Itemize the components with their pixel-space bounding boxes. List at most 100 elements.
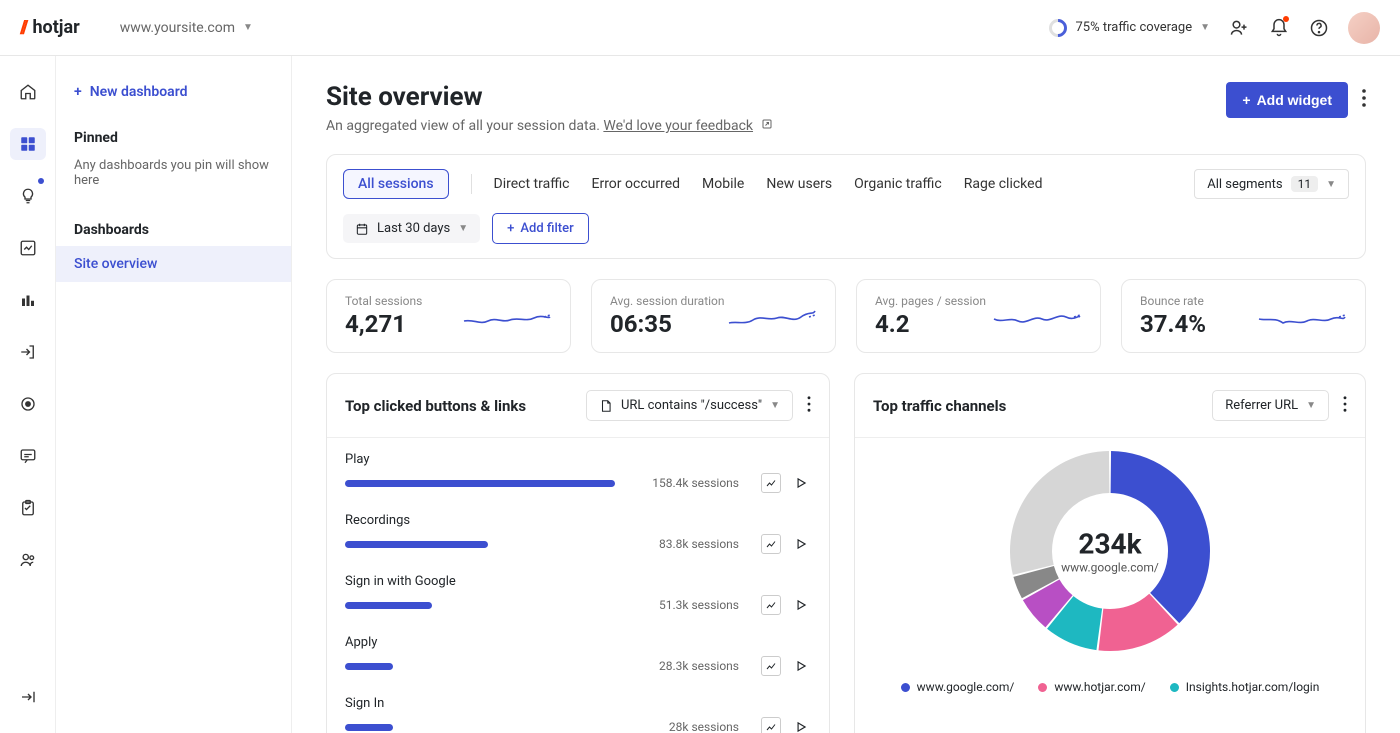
click-actions	[761, 473, 811, 493]
legend-label: Insights.hotjar.com/login	[1186, 680, 1320, 694]
add-widget-button[interactable]: + Add widget	[1226, 82, 1348, 118]
chevron-down-icon: ▼	[243, 22, 253, 33]
logo[interactable]: // hotjar	[20, 17, 80, 38]
help-icon	[1309, 18, 1329, 38]
nav-home[interactable]	[10, 76, 46, 108]
metric-value: 37.4%	[1140, 310, 1206, 338]
login-icon	[19, 343, 37, 361]
filter-controls-row: Last 30 days ▼ + Add filter	[343, 213, 1349, 244]
url-filter-dropdown[interactable]: URL contains "/success" ▼	[586, 390, 793, 421]
click-row: Apply 28.3k sessions	[345, 635, 811, 676]
play-action-button[interactable]	[791, 534, 811, 554]
date-range-dropdown[interactable]: Last 30 days ▼	[343, 214, 480, 243]
metric-card[interactable]: Bounce rate 37.4%	[1121, 279, 1366, 353]
click-bar-track	[345, 663, 615, 670]
tab-organic-traffic[interactable]: Organic traffic	[854, 176, 942, 192]
nav-collapse[interactable]	[10, 681, 46, 713]
widget-more-button[interactable]	[807, 396, 811, 416]
click-bar	[345, 480, 615, 487]
nav-heatmaps[interactable]	[10, 388, 46, 420]
metric-card[interactable]: Avg. session duration 06:35	[591, 279, 836, 353]
tab-all-sessions[interactable]: All sessions	[343, 169, 449, 199]
sparkline-icon	[462, 303, 552, 329]
chart-action-button[interactable]	[761, 534, 781, 554]
coverage-ring-icon	[1046, 15, 1071, 40]
legend-item[interactable]: www.google.com/	[901, 680, 1015, 694]
bars-icon	[19, 291, 37, 309]
click-bar	[345, 541, 488, 548]
click-bar-row: 83.8k sessions	[345, 534, 811, 554]
page-more-button[interactable]	[1362, 89, 1366, 111]
click-bar-row: 51.3k sessions	[345, 595, 811, 615]
new-dashboard-button[interactable]: + New dashboard	[56, 74, 291, 110]
legend-label: www.hotjar.com/	[1054, 680, 1145, 694]
nav-funnels[interactable]	[10, 284, 46, 316]
page-title: Site overview	[326, 82, 773, 112]
referrer-dropdown[interactable]: Referrer URL ▼	[1212, 390, 1329, 421]
play-action-button[interactable]	[791, 595, 811, 615]
play-action-button[interactable]	[791, 717, 811, 733]
nav-trends[interactable]	[10, 232, 46, 264]
metric-card[interactable]: Total sessions 4,271	[326, 279, 571, 353]
feedback-link[interactable]: We'd love your feedback	[603, 118, 753, 134]
widget-title: Top clicked buttons & links	[345, 397, 526, 415]
user-plus-icon	[1229, 18, 1249, 38]
metric-label: Total sessions	[345, 294, 422, 308]
widget-body: 234k www.google.com/ www.google.com/www.…	[855, 438, 1365, 702]
metric-card[interactable]: Avg. pages / session 4.2	[856, 279, 1101, 353]
content: Site overview An aggregated view of all …	[292, 56, 1400, 733]
chart-action-button[interactable]	[761, 656, 781, 676]
tab-new-users[interactable]: New users	[766, 176, 832, 192]
nav-highlights[interactable]	[10, 180, 46, 212]
nav-users[interactable]	[10, 544, 46, 576]
chart-action-button[interactable]	[761, 473, 781, 493]
avatar[interactable]	[1348, 12, 1380, 44]
play-action-button[interactable]	[791, 473, 811, 493]
add-filter-button[interactable]: + Add filter	[492, 213, 589, 244]
sidebar-item-site-overview[interactable]: Site overview	[56, 246, 291, 282]
nav-feedback[interactable]	[10, 440, 46, 472]
widget-more-button[interactable]	[1343, 396, 1347, 416]
logo-icon: //	[20, 17, 26, 38]
page-actions: + Add widget	[1226, 82, 1366, 118]
chevron-down-icon: ▼	[1200, 22, 1210, 33]
nav-surveys[interactable]	[10, 492, 46, 524]
dots-vertical-icon	[1343, 396, 1347, 412]
click-bar	[345, 602, 432, 609]
tab-rage-clicked[interactable]: Rage clicked	[964, 176, 1043, 192]
tab-error-occurred[interactable]: Error occurred	[592, 176, 681, 192]
metrics-row: Total sessions 4,271 Avg. session durati…	[326, 279, 1366, 353]
donut-center: 234k www.google.com/	[1061, 528, 1159, 575]
notifications-button[interactable]	[1268, 17, 1290, 39]
nav-dashboards[interactable]	[10, 128, 46, 160]
users-icon	[19, 551, 37, 569]
badge-dot-icon	[38, 178, 44, 184]
click-sessions: 28k sessions	[669, 720, 739, 733]
home-icon	[19, 83, 37, 101]
play-action-button[interactable]	[791, 656, 811, 676]
segments-dropdown[interactable]: All segments 11 ▼	[1194, 169, 1349, 199]
nav-recordings[interactable]	[10, 336, 46, 368]
help-button[interactable]	[1308, 17, 1330, 39]
site-dropdown[interactable]: www.yoursite.com ▼	[120, 20, 253, 36]
traffic-coverage-dropdown[interactable]: 75% traffic coverage ▼	[1049, 19, 1210, 37]
click-row: Play 158.4k sessions	[345, 452, 811, 493]
legend-item[interactable]: www.hotjar.com/	[1038, 680, 1145, 694]
chart-action-button[interactable]	[761, 595, 781, 615]
plus-icon: +	[74, 84, 82, 100]
tab-mobile[interactable]: Mobile	[702, 176, 744, 192]
invite-user-button[interactable]	[1228, 17, 1250, 39]
chat-icon	[19, 447, 37, 465]
donut-value: 234k	[1061, 528, 1159, 561]
sparkline-icon	[1257, 303, 1347, 329]
sidebar: + New dashboard Pinned Any dashboards yo…	[56, 56, 292, 733]
metric-label: Avg. pages / session	[875, 294, 986, 308]
tab-direct-traffic[interactable]: Direct traffic	[494, 176, 570, 192]
click-actions	[761, 534, 811, 554]
chart-action-button[interactable]	[761, 717, 781, 733]
legend-label: www.google.com/	[917, 680, 1015, 694]
click-row: Sign In 28k sessions	[345, 696, 811, 733]
legend-item[interactable]: Insights.hotjar.com/login	[1170, 680, 1320, 694]
referrer-label: Referrer URL	[1225, 398, 1298, 413]
metric-value: 06:35	[610, 310, 725, 338]
